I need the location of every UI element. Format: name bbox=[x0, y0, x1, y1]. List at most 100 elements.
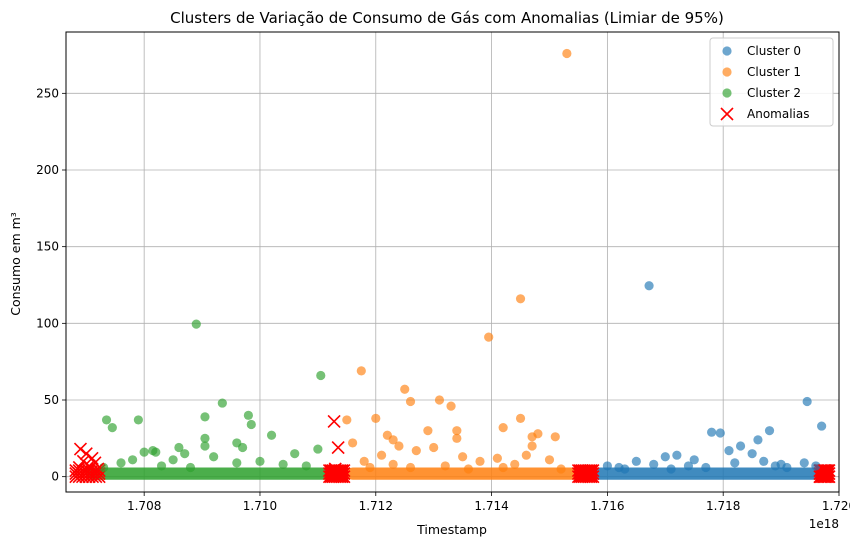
legend-label-cluster-1: Cluster 1 bbox=[747, 65, 801, 79]
anomaly-point bbox=[583, 467, 597, 481]
legend-marker-cluster-1 bbox=[722, 67, 732, 77]
cluster-1-point bbox=[484, 332, 494, 342]
cluster-1-point bbox=[521, 450, 531, 460]
cluster-1-point bbox=[498, 462, 508, 473]
anomaly-point bbox=[76, 454, 90, 468]
cluster-1-point bbox=[544, 455, 555, 465]
cluster-2-point bbox=[180, 449, 190, 459]
cluster-0-point bbox=[672, 450, 682, 460]
cluster-1-point bbox=[411, 446, 421, 456]
anomaly-point bbox=[331, 440, 345, 455]
y-tick-label: 200 bbox=[36, 163, 59, 177]
cluster-1-point bbox=[348, 438, 358, 448]
y-tick-label: 100 bbox=[36, 316, 59, 330]
cluster-2-point bbox=[266, 430, 277, 440]
cluster-1-point bbox=[400, 384, 410, 394]
cluster-1-point bbox=[429, 442, 439, 453]
cluster-2-point bbox=[200, 441, 210, 451]
x-tick-label: 1.708 bbox=[127, 499, 161, 513]
cluster-2-point bbox=[139, 447, 149, 457]
cluster-0-point bbox=[683, 461, 694, 471]
y-tick-label: 150 bbox=[36, 240, 59, 254]
cluster-1-point bbox=[359, 456, 369, 466]
anomaly-point bbox=[79, 463, 93, 478]
cluster-0-point bbox=[802, 396, 812, 407]
cluster-1-point bbox=[423, 426, 433, 436]
cluster-0-point bbox=[631, 456, 641, 466]
cluster-0-point bbox=[715, 428, 725, 438]
legend-marker-cluster-0 bbox=[722, 46, 732, 56]
cluster-2-point bbox=[151, 447, 161, 457]
cluster-0-point bbox=[764, 426, 775, 436]
cluster-1-point bbox=[376, 450, 387, 460]
cluster-0-point bbox=[701, 462, 711, 473]
data-points bbox=[72, 48, 834, 481]
anomaly-point bbox=[328, 462, 342, 476]
legend-label-anomalias: Anomalias bbox=[747, 107, 809, 121]
cluster-1-point bbox=[458, 452, 468, 462]
cluster-2-point bbox=[168, 455, 178, 465]
cluster-1-point bbox=[562, 48, 572, 59]
cluster-1-point bbox=[440, 461, 450, 471]
x-tick-label: 1.720 bbox=[822, 499, 850, 513]
cluster-2-point bbox=[243, 410, 253, 420]
cluster-2-point bbox=[200, 433, 210, 443]
cluster-0-point bbox=[649, 459, 659, 469]
cluster-0-point bbox=[735, 441, 746, 451]
cluster-1-point bbox=[475, 456, 485, 466]
x-tick-label: 1.714 bbox=[474, 499, 508, 513]
x-tick-label: 1.710 bbox=[243, 499, 277, 513]
cluster-2-point bbox=[156, 461, 167, 471]
cluster-0-point bbox=[666, 464, 676, 474]
cluster-1-point bbox=[365, 462, 375, 473]
cluster-2-point bbox=[116, 458, 126, 468]
cluster-0-point bbox=[747, 449, 757, 459]
cluster-2-point bbox=[185, 462, 196, 473]
cluster-0-point bbox=[602, 461, 612, 471]
cluster-2-point bbox=[238, 442, 248, 453]
cluster-1-point bbox=[405, 462, 416, 473]
axis-ticks: 1.708 1.710 1.712 1.714 1.716 1.718 1.720 0 50 10… bbox=[36, 86, 850, 513]
cluster-2-point bbox=[313, 444, 323, 454]
plot-area-frame bbox=[65, 31, 840, 493]
chart-title: Clusters de Variação de Consumo de Gás c… bbox=[170, 9, 724, 27]
cluster-0-point bbox=[770, 461, 780, 471]
cluster-2-point bbox=[127, 455, 138, 465]
cluster-1-point bbox=[550, 432, 560, 442]
series-bands bbox=[69, 463, 836, 484]
cluster-2-dense-band bbox=[87, 467, 341, 480]
legend: Cluster 0 Cluster 1 Cluster 2 Anomalias bbox=[709, 37, 834, 127]
cluster-1-point bbox=[446, 401, 456, 411]
cluster-1-point bbox=[371, 413, 381, 423]
anomaly-point bbox=[91, 462, 105, 476]
cluster-0-point bbox=[782, 462, 792, 473]
cluster-2-point bbox=[133, 415, 143, 425]
cluster-0-point bbox=[799, 458, 809, 468]
cluster-0-point bbox=[724, 446, 734, 456]
legend-marker-cluster-2 bbox=[722, 88, 732, 98]
y-axis-label: Consumo em m³ bbox=[8, 212, 23, 316]
cluster-2-point bbox=[278, 459, 288, 469]
cluster-1-point bbox=[515, 294, 526, 304]
cluster-1-point bbox=[356, 366, 366, 376]
y-tick-label: 50 bbox=[44, 393, 59, 407]
cluster-0-point bbox=[707, 427, 717, 437]
x-axis-label: Timestamp bbox=[416, 522, 487, 537]
cluster-1-point bbox=[342, 415, 352, 425]
cluster-2-point bbox=[316, 370, 326, 381]
x-tick-label: 1.712 bbox=[359, 499, 393, 513]
cluster-2-point bbox=[107, 423, 117, 433]
cluster-0-point bbox=[753, 435, 763, 445]
x-tick-label: 1.716 bbox=[590, 499, 624, 513]
cluster-2-point bbox=[232, 458, 242, 468]
x-tick-label: 1.718 bbox=[706, 499, 740, 513]
cluster-1-point bbox=[434, 395, 445, 405]
x-axis-offset-label: 1e18 bbox=[809, 517, 839, 531]
cluster-1-point bbox=[452, 433, 462, 443]
cluster-2-point bbox=[246, 419, 256, 430]
cluster-0-point bbox=[817, 421, 827, 431]
cluster-0-dense-band bbox=[585, 467, 833, 480]
cluster-2-point bbox=[290, 449, 300, 459]
legend-label-cluster-2: Cluster 2 bbox=[747, 86, 801, 100]
